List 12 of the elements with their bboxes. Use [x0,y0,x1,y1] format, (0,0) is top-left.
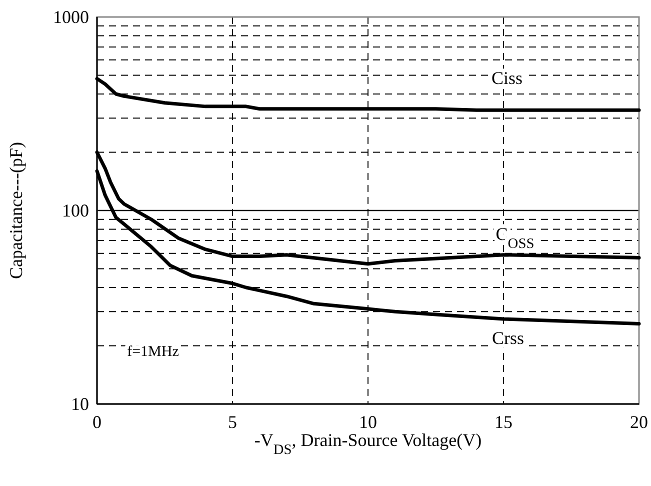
x-tick-label: 0 [92,412,102,432]
y-axis-title: Capacitance---(pF) [6,142,26,279]
y-tick-label: 1000 [53,7,89,27]
x-tick-label: 15 [494,412,512,432]
x-tick-label: 20 [630,412,648,432]
annotation: Crss [492,328,524,348]
annotation: f=1MHz [127,344,180,360]
x-tick-label: 10 [359,412,377,432]
x-axis-title: -V$_{DS}$, Drain-Source Voltage(V) [254,430,482,458]
y-tick-label: 100 [62,200,89,220]
x-tick-label: 5 [228,412,237,432]
y-tick-label: 10 [71,394,89,414]
